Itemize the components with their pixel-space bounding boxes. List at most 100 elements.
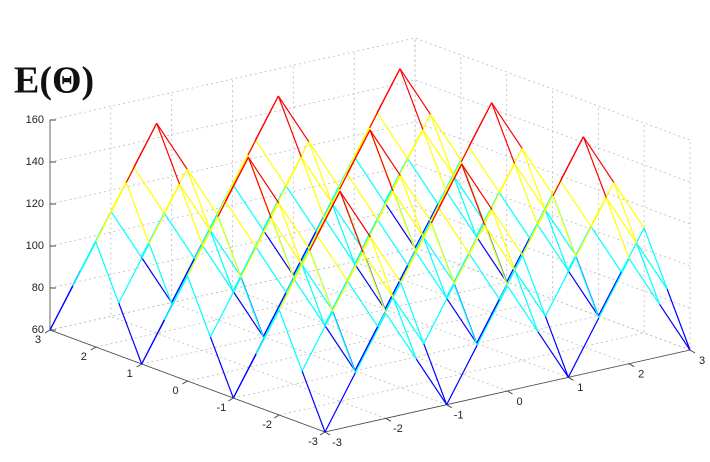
mesh-segment: [186, 168, 218, 215]
mesh-segment: [217, 157, 249, 217]
mesh-segment: [613, 182, 645, 229]
mesh-segment: [247, 157, 272, 219]
mesh-segment: [598, 258, 630, 319]
mesh-segment: [308, 141, 333, 203]
mesh-segment: [514, 163, 539, 225]
mesh-segment: [430, 163, 463, 224]
mesh-segment: [620, 227, 645, 273]
mesh-segment: [537, 224, 569, 271]
mesh-segment: [461, 163, 486, 226]
mesh-segment: [445, 253, 470, 298]
mesh-segment: [354, 313, 387, 373]
mesh-segment: [49, 285, 74, 331]
mesh-segment: [422, 236, 455, 283]
mesh-segment: [369, 236, 402, 283]
mesh-segment: [392, 190, 417, 253]
mesh-segment: [262, 229, 294, 276]
mesh-segment: [521, 148, 546, 210]
mesh-segment: [278, 202, 310, 249]
mesh-segment: [262, 185, 287, 230]
mesh-segment: [399, 68, 431, 115]
mesh-segment: [95, 182, 127, 243]
mesh-segment: [475, 192, 500, 237]
mesh-segment: [316, 235, 348, 282]
mesh-segment: [475, 236, 508, 283]
mesh-segment: [666, 288, 691, 351]
mesh-segment: [491, 209, 523, 256]
mesh-segment: [605, 197, 630, 259]
mesh-segment: [399, 68, 424, 130]
mesh-segment: [636, 243, 668, 290]
mesh-segment: [324, 280, 349, 326]
mesh-segment: [506, 237, 531, 283]
mesh-segment: [301, 370, 326, 433]
mesh-segment: [597, 271, 622, 317]
mesh-segment: [285, 185, 317, 232]
mesh-segment: [521, 255, 546, 317]
mesh-segment: [446, 345, 478, 405]
mesh-segment: [232, 183, 264, 230]
mesh-segment: [369, 129, 401, 176]
x-tick-label: 2: [638, 369, 644, 381]
mesh-segment: [331, 202, 363, 249]
mesh-segment: [468, 146, 500, 193]
mesh-segment: [491, 209, 516, 271]
mesh-segment: [171, 258, 196, 303]
x-tick-label: 3: [699, 355, 705, 367]
z-tick-label: 140: [26, 156, 44, 168]
y-tick-label: 1: [127, 368, 133, 380]
mesh-segment: [476, 285, 509, 346]
mesh-segment: [590, 226, 622, 273]
mesh-segment: [544, 316, 569, 378]
mesh-segment: [384, 158, 409, 203]
x-tick: [324, 431, 331, 436]
mesh-segment: [309, 191, 341, 251]
mesh-segment: [369, 129, 394, 192]
y-tick: [90, 346, 97, 351]
mesh-segment: [118, 243, 150, 304]
mesh-segment: [507, 285, 539, 332]
grid-line: [49, 37, 691, 141]
mesh-segment: [270, 218, 303, 265]
mesh-segment: [484, 224, 516, 271]
mesh-segment: [315, 187, 340, 232]
mesh-segment: [461, 163, 493, 210]
mesh-segment: [216, 155, 249, 215]
x-tick-label: -1: [454, 410, 464, 422]
mesh-segment: [415, 251, 447, 298]
mesh-segment: [354, 263, 386, 310]
x-tick: [689, 349, 696, 354]
mesh-segment: [301, 263, 326, 326]
mesh-segment: [391, 129, 424, 190]
mesh-segment: [376, 112, 408, 159]
mesh-segment: [354, 219, 379, 264]
mesh-segment: [353, 156, 386, 203]
mesh-segment: [453, 224, 486, 285]
mesh-segment: [491, 102, 516, 164]
mesh-segment: [339, 191, 371, 238]
mesh-segment: [437, 159, 462, 205]
mesh-segment: [559, 180, 592, 227]
mesh-segment: [125, 123, 158, 183]
mesh-segment: [186, 275, 211, 338]
mesh-segment: [392, 297, 425, 344]
mesh-segment: [452, 175, 485, 222]
mesh-segment: [179, 184, 204, 246]
mesh-segment: [324, 324, 356, 371]
mesh-segment: [613, 182, 638, 244]
mesh-segment: [300, 156, 333, 203]
mesh-segment: [438, 207, 470, 254]
x-tick: [385, 417, 392, 422]
mesh-segment: [384, 265, 409, 310]
mesh-segment: [453, 284, 478, 346]
mesh-segment: [209, 336, 234, 399]
mesh-segment: [483, 163, 516, 224]
mesh-segment: [521, 148, 553, 195]
mesh-segment: [423, 284, 455, 344]
mesh-segment: [362, 252, 394, 299]
mesh-segment: [361, 190, 394, 251]
mesh-segment: [278, 202, 303, 265]
mesh-segment: [148, 243, 173, 305]
mesh-segment: [141, 319, 166, 365]
x-tick-label: -3: [332, 437, 342, 449]
